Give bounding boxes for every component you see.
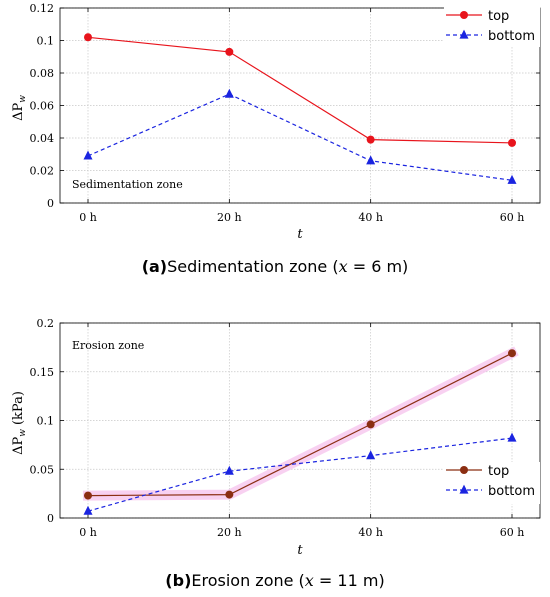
y-tick-label: 0.08 [30, 67, 55, 80]
x-tick-label: 20 h [217, 526, 242, 539]
y-tick-label: 0.02 [30, 165, 55, 178]
x-tick-label: 40 h [358, 526, 383, 539]
data-point-top [225, 47, 234, 56]
y-axis-title-b-main: ΔP [11, 437, 26, 455]
data-point-bottom [366, 155, 376, 165]
data-point-top [84, 33, 92, 42]
data-point-top [225, 490, 234, 499]
caption-a: (a)Sedimentation zone (x = 6 m) [142, 257, 409, 276]
plot-area-a: 0 0.02 0.04 0.06 0.08 0.1 0.12 0 h 20 h 40 h 60 h [30, 2, 541, 224]
x-tick-label: 40 h [358, 211, 383, 224]
legend-b: top bottom [444, 462, 540, 504]
data-point-bottom [83, 150, 93, 160]
x-tick-label: 0 h [79, 526, 97, 539]
data-point-bottom [224, 465, 234, 475]
y-tick-label: 0.04 [30, 132, 55, 145]
y-tick-label: 0.2 [37, 317, 55, 330]
y-tick-label: 0.15 [30, 366, 55, 379]
data-point-bottom [507, 432, 517, 442]
legend-box [444, 462, 540, 504]
caption-a-label: (a) [142, 257, 167, 276]
caption-b: (b)Erosion zone (x = 11 m) [165, 571, 384, 590]
legend-label-top: top [488, 464, 509, 479]
y-tick-label: 0.1 [37, 35, 55, 48]
series-line-top [87, 352, 513, 497]
chart-panel-b: 0 0.05 0.1 0.15 0.2 0 h 20 h 40 h 60 h Erosion z… [11, 317, 541, 590]
legend-marker-top [460, 11, 468, 19]
annotation-b: Erosion zone [72, 339, 144, 352]
caption-b-var: x [305, 571, 314, 590]
y-axis-title-b-unit: (kPa) [11, 391, 26, 425]
series-line-bottom [87, 93, 513, 181]
y-tick-label: 0 [47, 197, 54, 210]
data-point-bottom [83, 505, 93, 515]
series-line-bottom [87, 437, 513, 512]
legend-label-top: top [488, 9, 509, 24]
data-point-bottom [507, 174, 517, 184]
y-axis-title-a: ΔPw [11, 95, 28, 121]
y-tick-label: 0.12 [30, 2, 55, 15]
annotation-a: Sedimentation zone [72, 178, 183, 191]
legend-marker-top [460, 466, 468, 474]
caption-b-text-after: = 11 m) [314, 571, 385, 590]
data-point-top [366, 420, 375, 429]
y-axis-title-b-sub: w [18, 429, 28, 437]
data-point-bottom [224, 88, 234, 98]
x-tick-label: 20 h [217, 211, 242, 224]
x-tick-label: 60 h [500, 211, 525, 224]
data-point-top [84, 491, 92, 500]
legend-marker-bottom [459, 29, 469, 39]
legend-a: top bottom [444, 7, 540, 47]
data-point-top [366, 135, 375, 144]
legend-label-bottom: bottom [488, 484, 535, 499]
y-axis-title-b: ΔPw (kPa) [11, 391, 28, 455]
y-tick-label: 0.1 [37, 415, 55, 428]
y-axis-title-a-main: ΔP [11, 103, 26, 121]
caption-b-text-before: Erosion zone ( [191, 571, 304, 590]
y-axis-title-a-sub: w [18, 95, 28, 103]
chart-panel-a: 00.020.040.060.080.10.120 h 20 h 40 h 60 h … [11, 2, 541, 276]
caption-b-label: (b) [165, 571, 191, 590]
x-axis-title-b: t [297, 543, 303, 558]
legend-marker-bottom [459, 484, 469, 494]
series-line-top [87, 36, 513, 144]
data-point-top [508, 349, 516, 358]
y-tick-label: 0 [47, 512, 54, 525]
caption-a-text-after: = 6 m) [348, 257, 409, 276]
y-tick-label: 0.05 [30, 463, 55, 476]
x-tick-label: 60 h [500, 526, 525, 539]
data-point-bottom [366, 450, 376, 460]
y-tick-label: 0.06 [30, 100, 55, 113]
legend-box [444, 7, 540, 47]
legend-label-bottom: bottom [488, 29, 535, 44]
caption-a-text-before: Sedimentation zone ( [167, 257, 338, 276]
data-point-top [508, 138, 516, 147]
caption-a-var: x [339, 257, 348, 276]
x-axis-title-a: t [297, 227, 303, 242]
x-tick-label: 0 h [79, 211, 97, 224]
plot-area-b: 0 0.05 0.1 0.15 0.2 0 h 20 h 40 h 60 h [30, 317, 541, 539]
